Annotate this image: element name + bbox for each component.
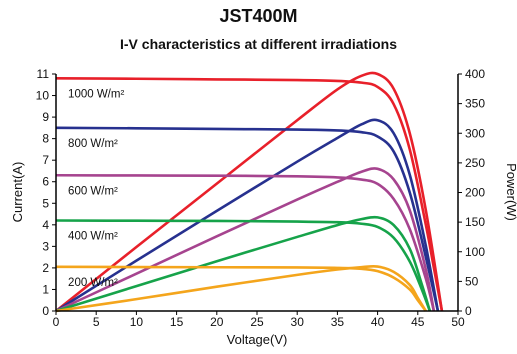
series-label-2: 600 W/m² xyxy=(68,185,118,197)
x-tick-label: 35 xyxy=(331,315,345,329)
y-left-tick-label: 3 xyxy=(42,239,49,253)
y-left-tick-label: 1 xyxy=(42,282,49,296)
y-left-tick-label: 4 xyxy=(42,218,49,232)
iv-curve-series-3 xyxy=(55,219,432,312)
y-left-tick-label: 2 xyxy=(42,261,49,275)
power-curve-series-2 xyxy=(55,167,436,313)
y-left-tick-label: 9 xyxy=(42,110,49,124)
iv-curve-series-0 xyxy=(55,77,444,312)
y-left-tick-label: 6 xyxy=(42,175,49,189)
iv-curve-series-1 xyxy=(55,126,440,312)
x-tick-label: 15 xyxy=(170,315,184,329)
iv-curve-series-4 xyxy=(55,265,427,312)
y-left-tick-label: 10 xyxy=(36,89,50,103)
x-axis-label: Voltage(V) xyxy=(227,332,288,347)
power-curve-series-0 xyxy=(55,71,444,313)
x-tick-label: 25 xyxy=(250,315,264,329)
y-right-tick-label: 0 xyxy=(465,304,472,318)
power-curve-series-1 xyxy=(55,118,440,313)
y-right-tick-label: 350 xyxy=(465,97,485,111)
chart-title: JST400M xyxy=(219,6,298,26)
series-label-0: 1000 W/m² xyxy=(68,88,124,100)
x-tick-label: 45 xyxy=(411,315,425,329)
x-tick-label: 30 xyxy=(291,315,305,329)
y-right-tick-label: 100 xyxy=(465,245,485,259)
y-right-tick-label: 250 xyxy=(465,156,485,170)
power-curve-series-3 xyxy=(55,215,432,313)
x-tick-label: 20 xyxy=(210,315,224,329)
x-tick-label: 50 xyxy=(451,315,465,329)
series-label-3: 400 W/m² xyxy=(68,231,118,243)
y-left-tick-label: 11 xyxy=(37,67,50,81)
iv-curve-series-2 xyxy=(55,173,436,312)
y-left-tick-label: 7 xyxy=(42,153,49,167)
series-label-4: 200 W/m² xyxy=(68,277,118,289)
y-axis-left-label: Current(A) xyxy=(10,162,25,223)
y-right-tick-label: 400 xyxy=(465,67,485,81)
x-tick-label: 5 xyxy=(93,315,100,329)
plot-area: 1000 W/m² 800 W/m² 600 W/m² 400 W/m² 200 W/m… xyxy=(55,71,444,313)
x-tick-label: 0 xyxy=(53,315,60,329)
x-tick-label: 40 xyxy=(371,315,385,329)
y-left-tick-label: 5 xyxy=(42,196,49,210)
chart-subtitle: I-V characteristics at different irradia… xyxy=(120,36,397,52)
series-label-1: 800 W/m² xyxy=(68,138,118,150)
y-right-tick-label: 200 xyxy=(465,186,485,200)
y-right-tick-label: 150 xyxy=(465,215,485,229)
y-right-tick-label: 50 xyxy=(465,274,479,288)
axes: 0 5 10 15 20 25 30 35 40 45 5001234567891011050100… xyxy=(36,67,486,329)
x-tick-label: 10 xyxy=(130,315,144,329)
y-right-tick-label: 300 xyxy=(465,126,485,140)
y-left-tick-label: 0 xyxy=(42,304,49,318)
y-left-tick-label: 8 xyxy=(42,132,49,146)
y-axis-right-label: Power(W) xyxy=(504,163,517,221)
